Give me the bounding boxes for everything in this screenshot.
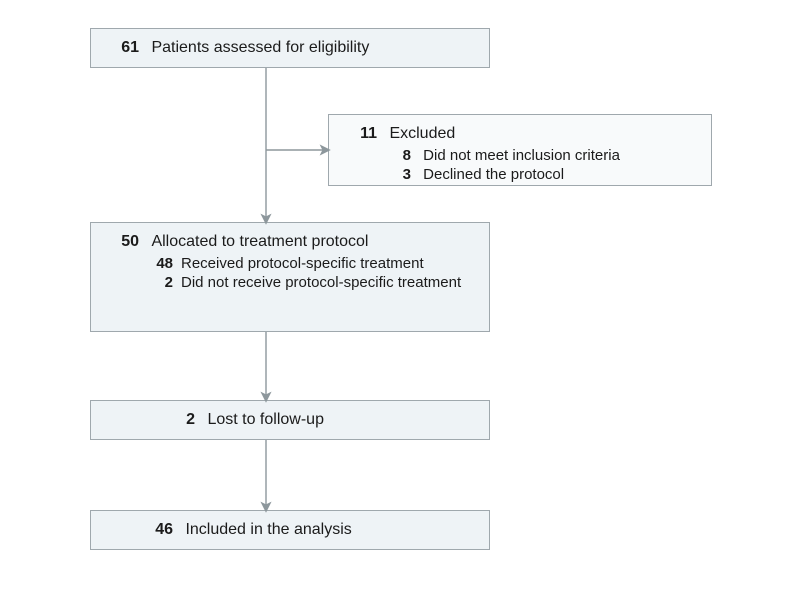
flow-node-lost: 2 Lost to follow-up [90, 400, 490, 440]
node-number: 50 [105, 233, 139, 251]
sub-number: 2 [105, 274, 173, 291]
sub-label: Did not receive protocol-specific treatm… [181, 274, 475, 291]
node-label: Patients assessed for eligibility [151, 39, 369, 57]
flow-node-allocated: 50 Allocated to treatment protocol 48 Re… [90, 222, 490, 332]
sub-label: Did not meet inclusion criteria [423, 147, 620, 164]
sub-number: 3 [343, 166, 411, 183]
node-number: 11 [343, 125, 377, 143]
node-number: 2 [105, 411, 195, 429]
flow-node-included: 46 Included in the analysis [90, 510, 490, 550]
sub-number: 48 [105, 255, 173, 272]
node-label: Included in the analysis [185, 521, 351, 539]
sub-label: Received protocol-specific treatment [181, 255, 475, 272]
sub-label: Declined the protocol [423, 166, 564, 183]
node-number: 61 [105, 39, 139, 57]
node-label: Excluded [389, 125, 455, 143]
flow-node-excluded: 11 Excluded 8 Did not meet inclusion cri… [328, 114, 712, 186]
flow-node-assessed: 61 Patients assessed for eligibility [90, 28, 490, 68]
sub-number: 8 [343, 147, 411, 164]
node-number: 46 [105, 521, 173, 539]
node-label: Allocated to treatment protocol [151, 233, 368, 251]
node-label: Lost to follow-up [207, 411, 324, 429]
